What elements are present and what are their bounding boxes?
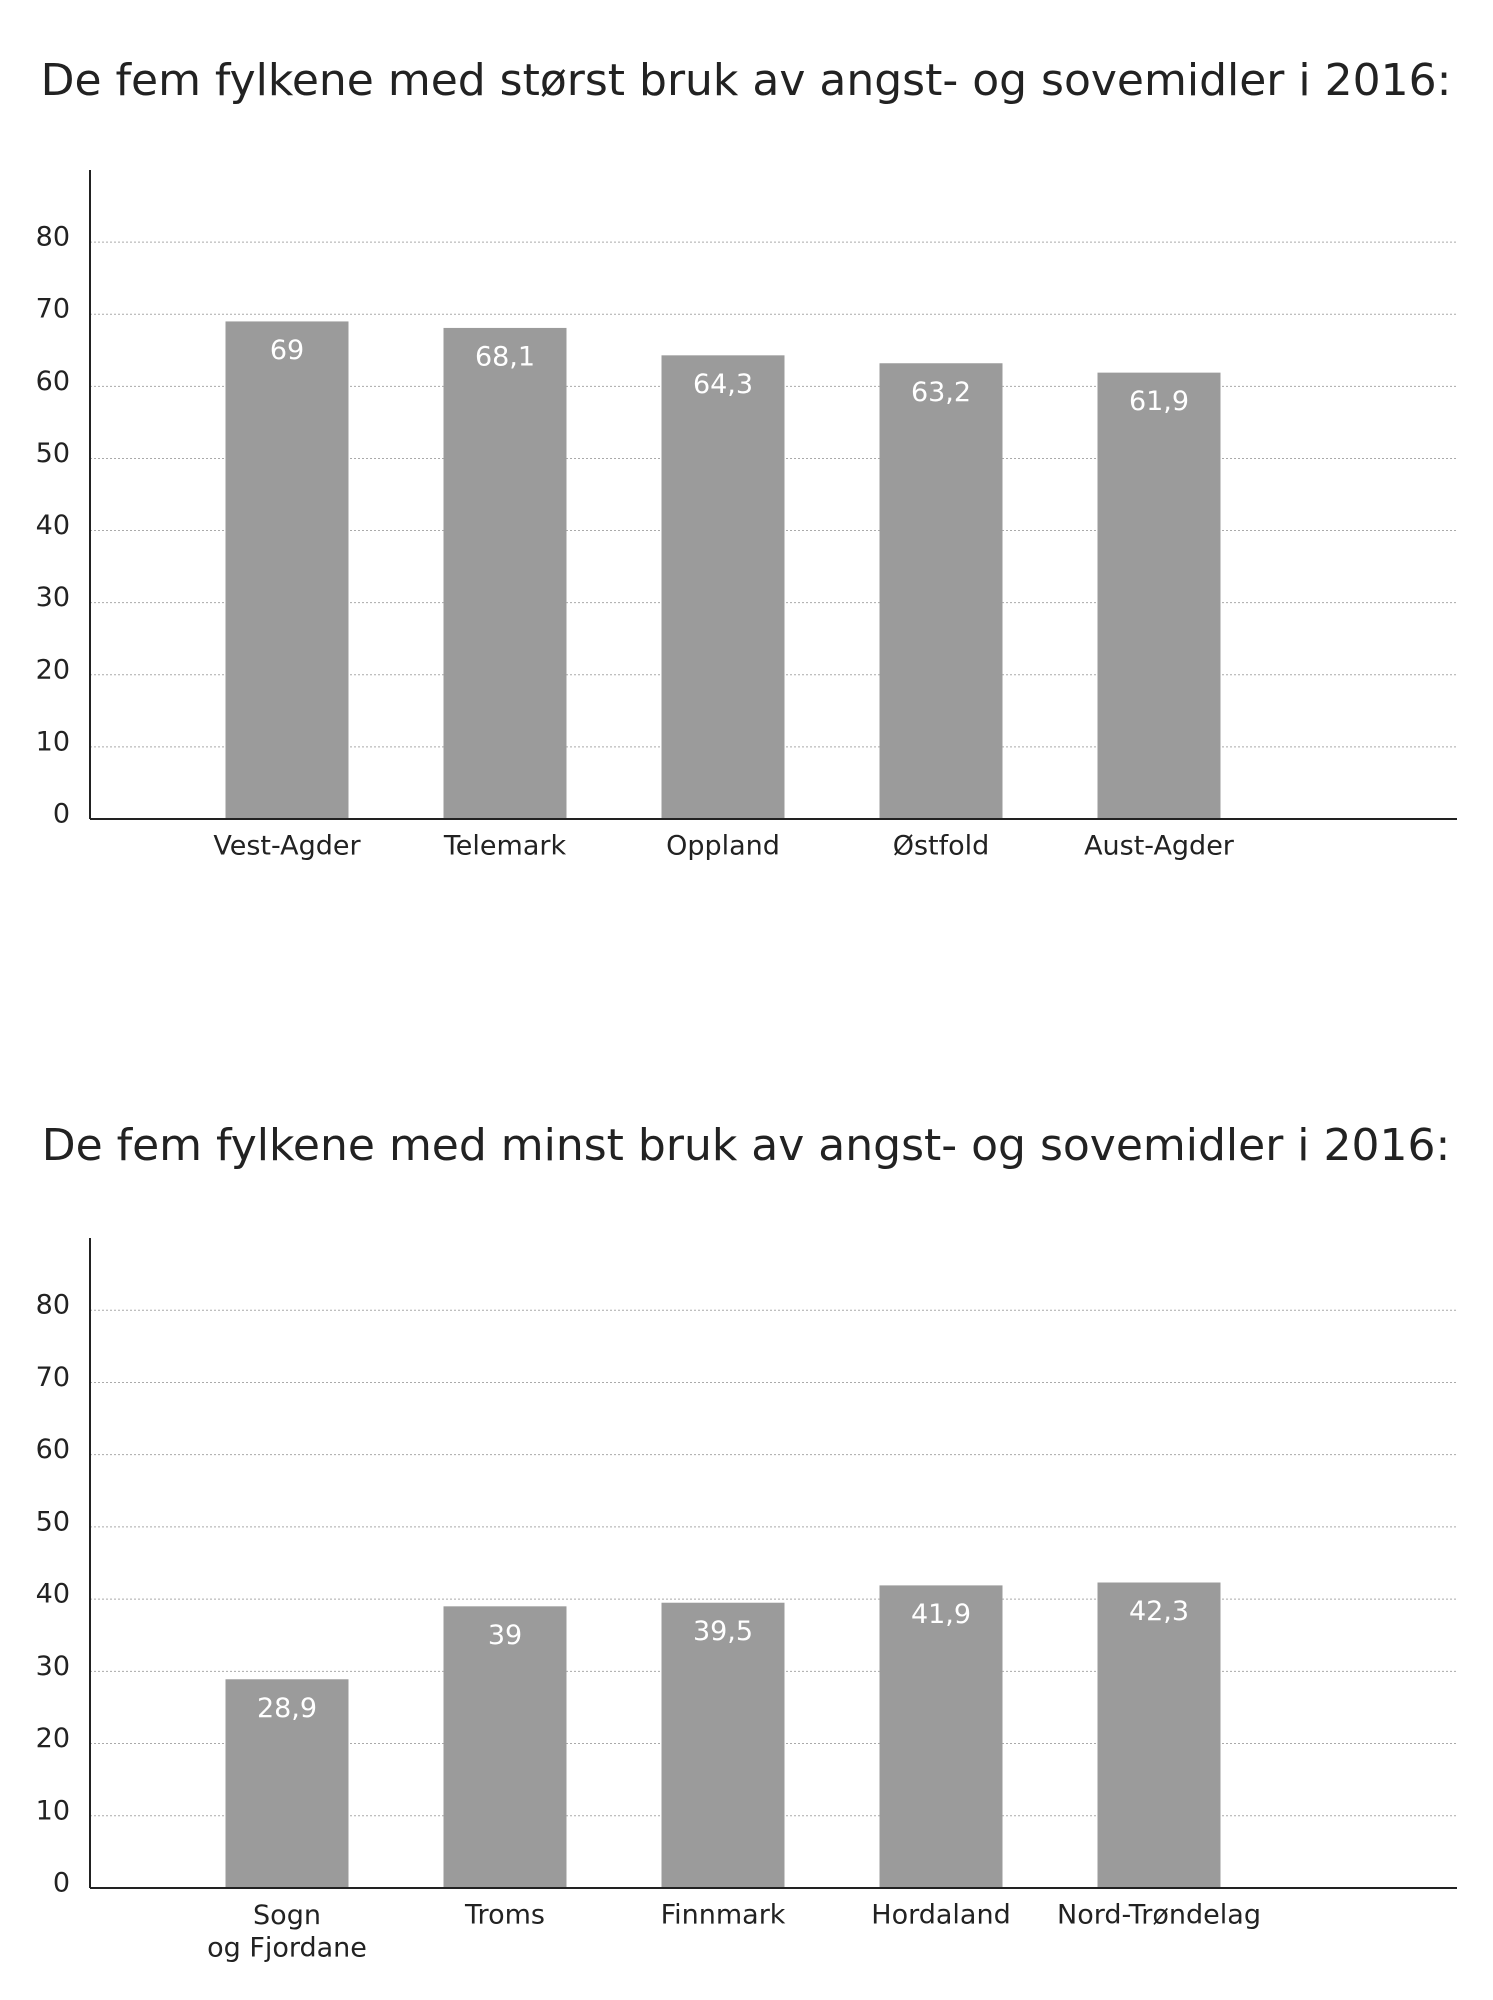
y-tick-label: 50 bbox=[36, 438, 70, 469]
x-tick-label: Oppland bbox=[666, 831, 780, 862]
value-label: 68,1 bbox=[475, 341, 535, 372]
x-tick-label: Østfold bbox=[893, 831, 990, 862]
x-tick-label: Telemark bbox=[443, 831, 567, 862]
chart-title: De fem fylkene med minst bruk av angst- … bbox=[42, 1120, 1451, 1171]
y-tick-label: 60 bbox=[36, 366, 70, 397]
value-label: 41,9 bbox=[911, 1599, 971, 1630]
y-tick-label: 40 bbox=[36, 1579, 70, 1610]
value-label: 69 bbox=[270, 335, 304, 366]
y-tick-label: 30 bbox=[36, 1651, 70, 1682]
y-tick-label: 50 bbox=[36, 1506, 70, 1537]
x-tick-label: Nord-Trøndelag bbox=[1057, 1900, 1261, 1931]
chart-title: De fem fylkene med størst bruk av angst-… bbox=[41, 55, 1452, 106]
x-tick-label: Aust-Agder bbox=[1084, 831, 1235, 862]
y-tick-label: 30 bbox=[36, 582, 70, 613]
y-tick-label: 0 bbox=[53, 799, 70, 830]
bar bbox=[879, 1585, 1003, 1888]
value-label: 39,5 bbox=[693, 1616, 753, 1647]
x-tick-label: Sogn og Fjordane bbox=[207, 1900, 367, 1963]
bar bbox=[443, 327, 567, 819]
value-label: 42,3 bbox=[1129, 1596, 1189, 1627]
bar bbox=[661, 1602, 785, 1888]
y-tick-label: 10 bbox=[36, 726, 70, 757]
value-label: 61,9 bbox=[1129, 386, 1189, 417]
bar bbox=[661, 355, 785, 819]
bar bbox=[879, 363, 1003, 819]
value-label: 28,9 bbox=[257, 1693, 317, 1724]
x-tick-label: Troms bbox=[464, 1900, 545, 1931]
y-tick-label: 20 bbox=[36, 654, 70, 685]
y-tick-label: 40 bbox=[36, 510, 70, 541]
value-label: 63,2 bbox=[911, 377, 971, 408]
value-label: 39 bbox=[488, 1620, 522, 1651]
bar bbox=[1097, 372, 1221, 819]
bar bbox=[225, 321, 349, 819]
x-tick-label: Vest-Agder bbox=[213, 831, 361, 862]
value-label: 64,3 bbox=[693, 369, 753, 400]
y-tick-label: 60 bbox=[36, 1434, 70, 1465]
bar bbox=[443, 1606, 567, 1888]
y-tick-label: 80 bbox=[36, 1290, 70, 1321]
x-tick-label: Hordaland bbox=[871, 1900, 1010, 1931]
y-tick-label: 70 bbox=[36, 1362, 70, 1393]
y-tick-label: 70 bbox=[36, 294, 70, 325]
y-tick-label: 80 bbox=[36, 222, 70, 253]
bar bbox=[1097, 1582, 1221, 1888]
y-tick-label: 20 bbox=[36, 1723, 70, 1754]
y-tick-label: 0 bbox=[53, 1868, 70, 1899]
bar bbox=[225, 1679, 349, 1888]
y-tick-label: 10 bbox=[36, 1795, 70, 1826]
x-tick-label: Finnmark bbox=[661, 1900, 786, 1931]
